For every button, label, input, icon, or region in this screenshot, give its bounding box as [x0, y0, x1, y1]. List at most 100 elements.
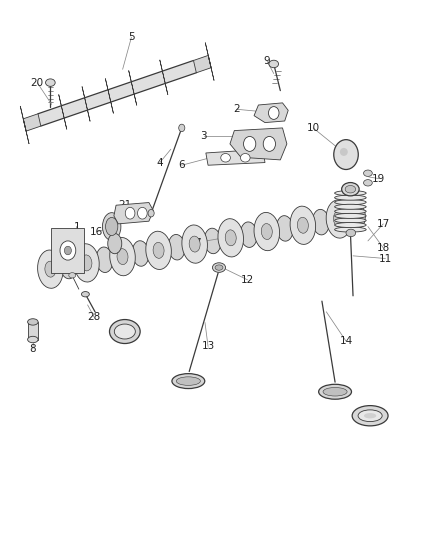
Text: 17: 17	[377, 219, 390, 229]
Ellipse shape	[318, 384, 351, 399]
Ellipse shape	[358, 410, 382, 422]
Ellipse shape	[340, 148, 348, 156]
Ellipse shape	[297, 217, 308, 233]
Text: 2: 2	[233, 104, 240, 114]
Polygon shape	[114, 203, 153, 224]
Ellipse shape	[204, 228, 221, 254]
Ellipse shape	[335, 213, 366, 219]
Polygon shape	[106, 78, 113, 114]
Text: 6: 6	[178, 160, 185, 170]
Ellipse shape	[81, 255, 92, 271]
Circle shape	[125, 207, 135, 219]
Ellipse shape	[28, 319, 38, 325]
Ellipse shape	[153, 243, 164, 259]
Polygon shape	[160, 60, 168, 95]
Ellipse shape	[96, 247, 113, 272]
Ellipse shape	[335, 195, 366, 200]
Text: 10: 10	[307, 123, 320, 133]
Ellipse shape	[225, 230, 236, 246]
Ellipse shape	[345, 185, 356, 193]
Ellipse shape	[114, 324, 135, 339]
Polygon shape	[23, 114, 41, 131]
Ellipse shape	[240, 222, 257, 247]
Ellipse shape	[218, 219, 244, 257]
Ellipse shape	[110, 238, 135, 276]
Polygon shape	[28, 322, 38, 340]
Ellipse shape	[335, 218, 366, 223]
Circle shape	[138, 207, 147, 219]
Text: 7: 7	[194, 238, 201, 247]
Ellipse shape	[69, 272, 76, 278]
Circle shape	[244, 136, 256, 151]
Ellipse shape	[110, 320, 140, 344]
Polygon shape	[205, 43, 211, 68]
Polygon shape	[59, 94, 67, 130]
Ellipse shape	[313, 209, 329, 235]
Text: 28: 28	[88, 312, 101, 322]
Ellipse shape	[342, 182, 359, 196]
Text: 21: 21	[118, 200, 131, 210]
Polygon shape	[23, 119, 29, 144]
Text: 18: 18	[377, 243, 390, 253]
Circle shape	[263, 136, 276, 151]
Text: 19: 19	[372, 174, 385, 183]
Ellipse shape	[45, 261, 56, 277]
Text: 9: 9	[264, 56, 271, 66]
Polygon shape	[206, 149, 265, 165]
Text: 3: 3	[200, 131, 207, 141]
Text: 1: 1	[73, 222, 80, 231]
Ellipse shape	[221, 154, 230, 162]
Circle shape	[64, 246, 71, 255]
Text: 12: 12	[241, 275, 254, 285]
Ellipse shape	[189, 236, 200, 252]
Ellipse shape	[172, 374, 205, 389]
Text: 4: 4	[156, 158, 163, 167]
Ellipse shape	[349, 203, 365, 229]
Ellipse shape	[276, 216, 293, 241]
Circle shape	[148, 209, 154, 217]
Ellipse shape	[146, 231, 171, 270]
Ellipse shape	[335, 191, 366, 196]
Text: 20: 20	[31, 78, 44, 87]
Ellipse shape	[335, 227, 366, 232]
Polygon shape	[20, 106, 26, 131]
Ellipse shape	[290, 206, 316, 245]
Polygon shape	[230, 128, 287, 160]
Polygon shape	[38, 60, 196, 126]
Text: 15: 15	[372, 408, 385, 418]
Ellipse shape	[335, 209, 366, 214]
Ellipse shape	[269, 60, 279, 68]
Ellipse shape	[176, 377, 200, 385]
Text: 8: 8	[29, 344, 36, 354]
Ellipse shape	[81, 292, 89, 297]
Ellipse shape	[335, 200, 366, 205]
Ellipse shape	[60, 253, 77, 279]
Ellipse shape	[326, 200, 352, 238]
Text: 11: 11	[379, 254, 392, 263]
Polygon shape	[82, 86, 90, 122]
Ellipse shape	[108, 233, 122, 254]
Ellipse shape	[74, 244, 99, 282]
Circle shape	[179, 124, 185, 132]
Polygon shape	[254, 103, 288, 123]
Ellipse shape	[352, 406, 388, 426]
Ellipse shape	[335, 222, 366, 228]
Ellipse shape	[333, 211, 344, 227]
Ellipse shape	[364, 413, 376, 418]
Text: 13: 13	[201, 342, 215, 351]
Ellipse shape	[132, 241, 149, 266]
Text: 14: 14	[339, 336, 353, 346]
Ellipse shape	[182, 225, 208, 263]
Ellipse shape	[261, 223, 272, 239]
Ellipse shape	[38, 250, 63, 288]
Ellipse shape	[28, 336, 38, 343]
Text: 22: 22	[120, 334, 134, 343]
Polygon shape	[194, 55, 211, 73]
Circle shape	[60, 241, 76, 260]
Ellipse shape	[106, 217, 118, 236]
Ellipse shape	[46, 79, 55, 86]
Ellipse shape	[102, 213, 121, 240]
FancyBboxPatch shape	[51, 228, 84, 273]
Text: 16: 16	[90, 227, 103, 237]
Ellipse shape	[323, 387, 347, 396]
